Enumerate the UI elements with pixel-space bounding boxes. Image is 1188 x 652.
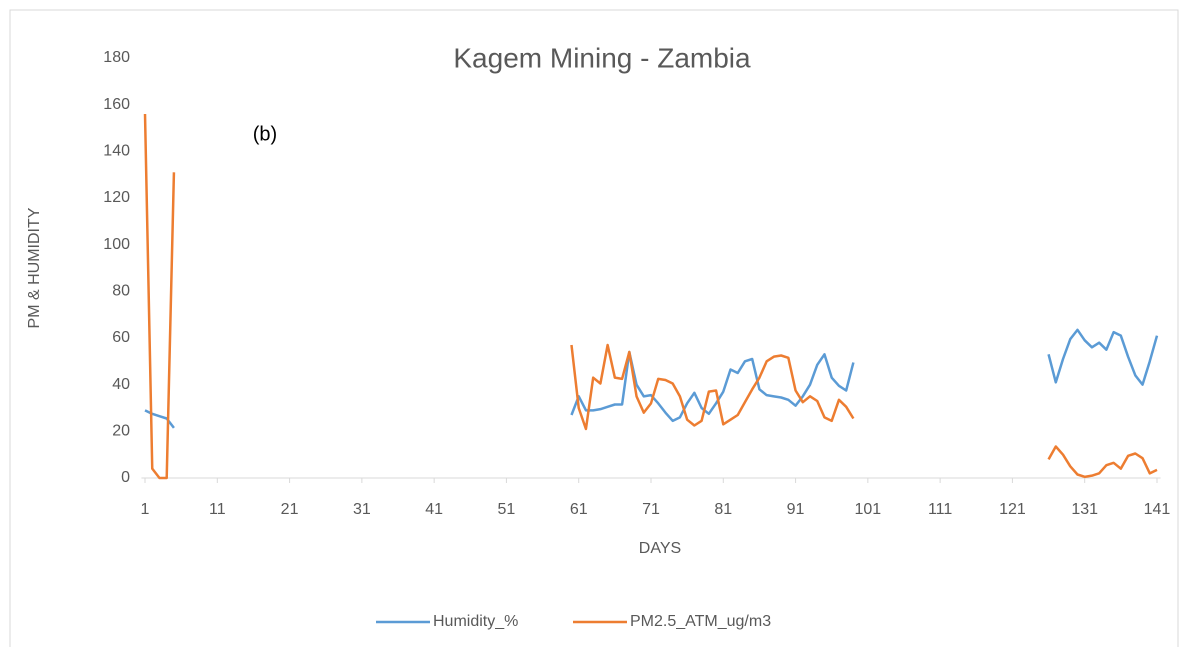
- series-line: [143, 113, 1158, 480]
- y-tick-label: 40: [112, 376, 130, 393]
- x-tick-label: 91: [787, 501, 805, 518]
- y-tick-label: 100: [103, 236, 130, 253]
- y-tick-label: 180: [103, 49, 130, 66]
- x-tick-label: 61: [570, 501, 588, 518]
- y-axis-title: PM & HUMIDITY: [26, 207, 43, 328]
- x-tick-label: 81: [714, 501, 732, 518]
- y-tick-label: 60: [112, 329, 130, 346]
- legend-label: PM2.5_ATM_ug/m3: [630, 613, 771, 630]
- x-tick-label: 21: [281, 501, 299, 518]
- y-tick-label: 160: [103, 96, 130, 113]
- x-tick-label: 41: [425, 501, 443, 518]
- x-tick-label: 141: [1144, 501, 1171, 518]
- x-tick-label: 131: [1071, 501, 1098, 518]
- x-tick-label: 31: [353, 501, 371, 518]
- x-tick-label: 51: [498, 501, 516, 518]
- y-tick-label: 20: [112, 423, 130, 440]
- series-line: [144, 328, 1159, 429]
- y-tick-label: 140: [103, 143, 130, 160]
- y-tick-label: 80: [112, 283, 130, 300]
- x-tick-label: 1: [141, 501, 150, 518]
- x-tick-label: 101: [854, 501, 881, 518]
- x-axis-title: DAYS: [639, 540, 681, 557]
- legend-label: Humidity_%: [433, 613, 518, 630]
- y-tick-label: 120: [103, 189, 130, 206]
- x-tick-label: 111: [928, 501, 952, 518]
- chart-frame: [9, 9, 1179, 652]
- x-tick-label: 121: [999, 501, 1026, 518]
- chart-title: Kagem Mining - Zambia: [453, 42, 751, 73]
- y-tick-label: 0: [121, 469, 130, 486]
- annotation: (b): [253, 123, 277, 145]
- x-tick-label: 71: [642, 501, 660, 518]
- x-tick-label: 11: [209, 501, 226, 518]
